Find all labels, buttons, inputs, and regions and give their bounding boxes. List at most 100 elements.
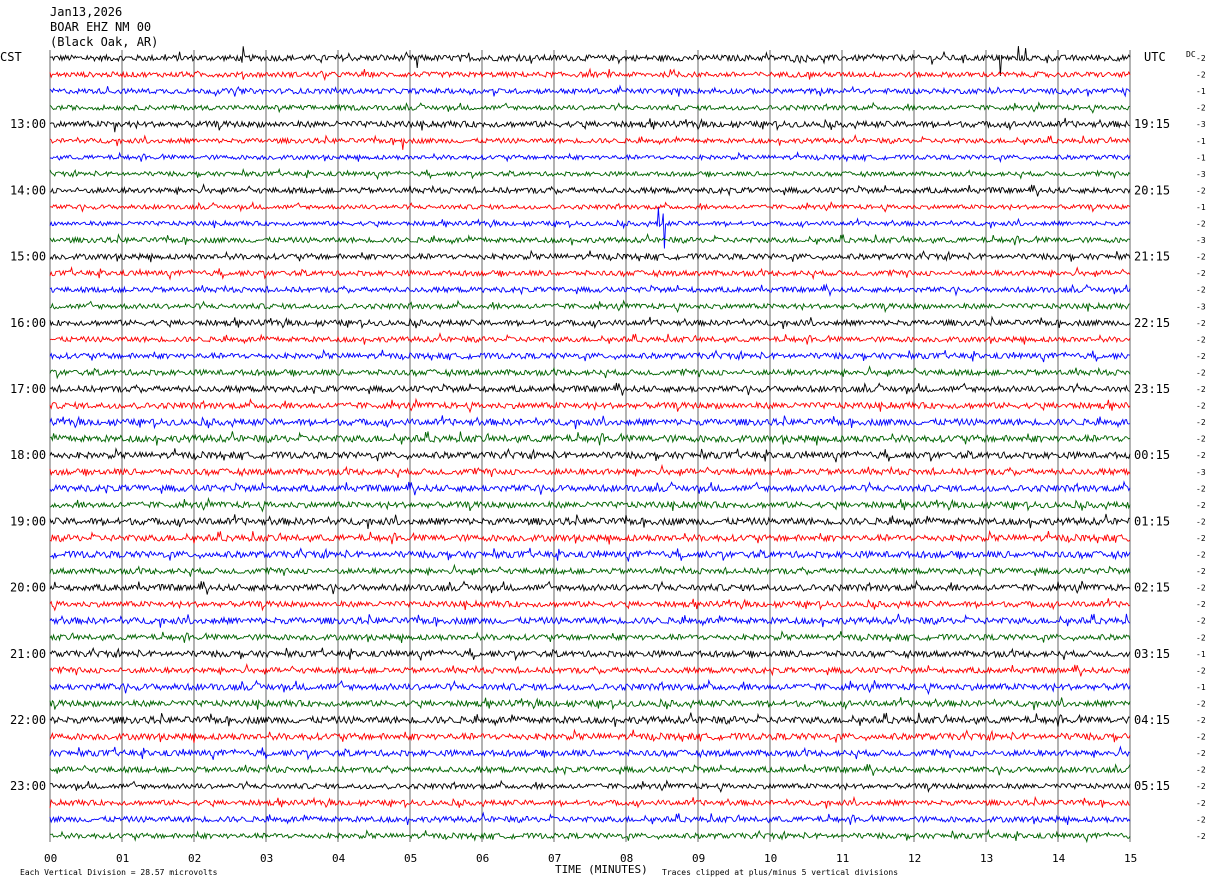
- dc-offset-label: -2: [1196, 749, 1206, 758]
- seismic-traces: [49, 45, 1131, 844]
- left-hour-label: 18:00: [10, 448, 46, 462]
- right-hour-label: 03:15: [1134, 647, 1170, 661]
- x-tick-label: 07: [548, 852, 561, 865]
- trace-20: [49, 382, 1131, 396]
- trace-16: [49, 315, 1131, 330]
- dc-offset-label: -2: [1196, 368, 1206, 377]
- trace-23: [49, 431, 1131, 446]
- dc-offset-label: -1: [1196, 650, 1206, 659]
- left-hour-labels: 13:00 14:00 15:00 16:00 17:00 18:00 19:00 20:00…: [10, 117, 46, 793]
- x-tick-label: 00: [44, 852, 57, 865]
- left-timezone-label: CST: [0, 50, 22, 64]
- dc-offset-label: -2: [1196, 335, 1206, 344]
- right-hour-label: 04:15: [1134, 713, 1170, 727]
- trace-4: [49, 117, 1131, 133]
- trace-0: [49, 45, 1131, 77]
- trace-19: [49, 365, 1131, 380]
- trace-32: [49, 579, 1131, 595]
- trace-37: [49, 662, 1131, 677]
- x-tick-label: 08: [620, 852, 633, 865]
- dc-offset-label: -2: [1196, 584, 1206, 593]
- trace-13: [49, 266, 1131, 281]
- x-tick-label: 06: [476, 852, 489, 865]
- trace-18: [49, 348, 1131, 363]
- trace-44: [49, 779, 1131, 793]
- right-hour-labels: 19:15 20:15 21:15 22:15 23:15 00:15 01:15 02:15…: [1134, 117, 1170, 793]
- dc-offset-label: -3: [1196, 468, 1206, 477]
- trace-47: [49, 828, 1131, 844]
- right-hour-label: 23:15: [1134, 382, 1170, 396]
- dc-offset-label: -2: [1196, 633, 1206, 642]
- x-axis-title: TIME (MINUTES): [555, 863, 648, 876]
- right-hour-label: 00:15: [1134, 448, 1170, 462]
- dc-offset-label: -2: [1196, 832, 1206, 841]
- left-hour-label: 15:00: [10, 250, 46, 264]
- dc-offset-label: -2: [1196, 699, 1206, 708]
- dc-offset-label: -2: [1196, 733, 1206, 742]
- x-tick-label: 01: [116, 852, 129, 865]
- dc-offset-label: -2: [1196, 253, 1206, 262]
- right-hour-label: 05:15: [1134, 779, 1170, 793]
- dc-offset-label: -3: [1196, 170, 1206, 179]
- trace-11: [49, 232, 1131, 246]
- trace-30: [49, 547, 1131, 562]
- dc-offset-label: -2: [1196, 220, 1206, 229]
- dc-offset-label: -2: [1196, 617, 1206, 626]
- trace-45: [49, 795, 1131, 809]
- dc-offset-label: -3: [1196, 120, 1206, 129]
- dc-offset-label: -2: [1196, 418, 1206, 427]
- trace-24: [49, 447, 1131, 463]
- dc-offset-label: -2: [1196, 484, 1206, 493]
- right-hour-label: 20:15: [1134, 183, 1170, 197]
- trace-29: [49, 529, 1131, 545]
- dc-offset-label: -2: [1196, 501, 1206, 510]
- left-hour-label: 17:00: [10, 382, 46, 396]
- dc-offset-label: -2: [1196, 517, 1206, 526]
- right-hour-label: 22:15: [1134, 316, 1170, 330]
- dc-offset-label: -2: [1196, 716, 1206, 725]
- x-tick-label: 14: [1052, 852, 1066, 865]
- header-date: Jan13,2026: [50, 5, 122, 19]
- left-hour-label: 21:00: [10, 647, 46, 661]
- trace-2: [49, 84, 1131, 98]
- left-hour-label: 14:00: [10, 183, 46, 197]
- trace-12: [49, 249, 1131, 263]
- dc-offset-label: -2: [1196, 385, 1206, 394]
- x-tick-label: 03: [260, 852, 273, 865]
- x-axis-ticks: 00 01 02 03 04 05 06 07 08 09 10 11 12 13 14 15: [44, 852, 1137, 865]
- left-hour-label: 16:00: [10, 316, 46, 330]
- x-tick-label: 11: [836, 852, 849, 865]
- trace-17: [49, 332, 1131, 345]
- trace-40: [49, 712, 1131, 727]
- dc-offset-label: -2: [1196, 186, 1206, 195]
- left-hour-label: 19:00: [10, 514, 46, 528]
- trace-7: [49, 167, 1131, 181]
- dc-offset-label: -2: [1196, 451, 1206, 460]
- dc-offset-label: -1: [1196, 137, 1206, 146]
- x-tick-label: 15: [1124, 852, 1137, 865]
- dc-offset-label: -2: [1196, 402, 1206, 411]
- dc-offset-label: -1: [1196, 87, 1206, 96]
- dc-offset-label: -2: [1196, 54, 1206, 63]
- x-tick-label: 10: [764, 852, 777, 865]
- trace-33: [49, 598, 1131, 612]
- header-location: (Black Oak, AR): [50, 35, 158, 49]
- clip-note: Traces clipped at plus/minus 5 vertical …: [662, 868, 898, 877]
- right-hour-label: 01:15: [1134, 514, 1170, 528]
- trace-5: [49, 134, 1131, 150]
- x-tick-label: 12: [908, 852, 921, 865]
- header-station: BOAR EHZ NM 00: [50, 20, 151, 34]
- x-tick-label: 04: [332, 852, 346, 865]
- scale-note: Each Vertical Division = 28.57 microvolt…: [20, 868, 218, 877]
- trace-27: [49, 496, 1131, 513]
- trace-21: [49, 397, 1131, 414]
- x-tick-label: 13: [980, 852, 993, 865]
- dc-offset-label: -2: [1196, 319, 1206, 328]
- trace-46: [49, 811, 1131, 825]
- trace-22: [49, 415, 1131, 430]
- left-hour-label: 23:00: [10, 779, 46, 793]
- dc-offset-label: -2: [1196, 799, 1206, 808]
- trace-3: [49, 101, 1131, 114]
- dc-offset-label: -2: [1196, 534, 1206, 543]
